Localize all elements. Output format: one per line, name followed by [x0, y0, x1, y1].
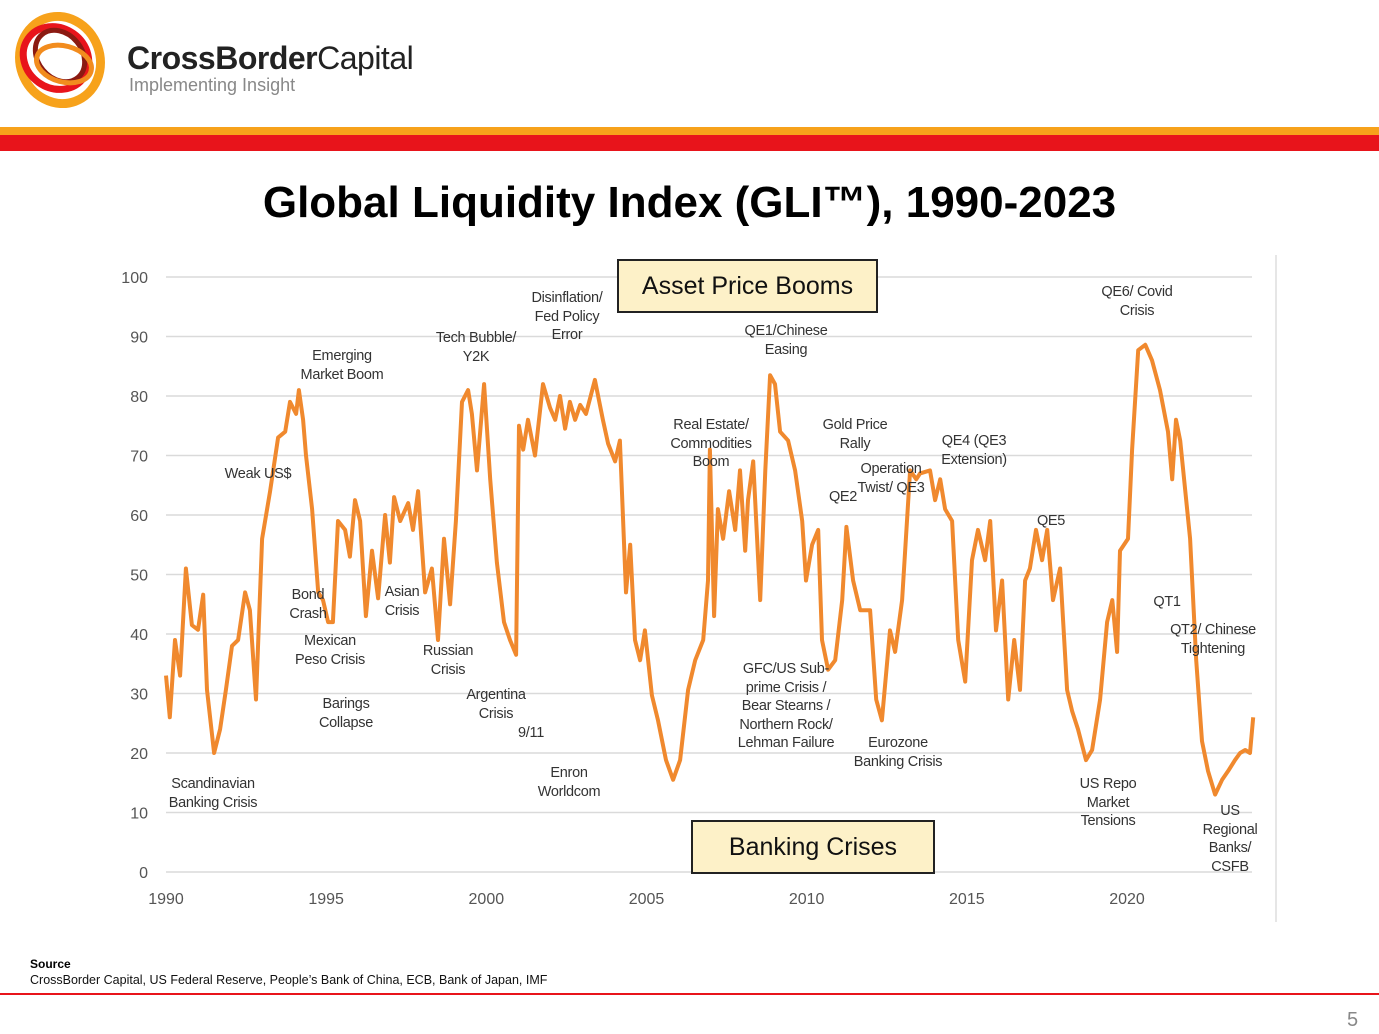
annotation-operation-twist: Operation Twist/ QE3 [857, 461, 925, 496]
y-tick-label: 90 [130, 330, 148, 347]
header-band-orange [0, 127, 1379, 135]
source-heading: Source [30, 957, 71, 971]
annotation-qt1: QT1 [1153, 594, 1181, 610]
annotation-tech-bubble: Tech Bubble/ Y2K [435, 330, 517, 365]
annotation-weak-usd: Weak US$ [224, 466, 292, 482]
y-tick-label: 60 [130, 508, 148, 525]
annotation-us-regional-banks: US Regional Banks/ CSFB [1202, 803, 1258, 875]
annotation-qe5: QE5 [1036, 513, 1066, 529]
annotation-disinflation: Disinflation/ Fed Policy Error [531, 290, 603, 343]
annotation-bond-crash: Bond Crash [289, 587, 327, 622]
x-tick-label: 1990 [148, 891, 184, 908]
banking-crises-box: Banking Crises [691, 820, 935, 874]
annotation-asian-crisis: Asian Crisis [384, 584, 420, 619]
brand-regular: Capital [317, 40, 414, 76]
x-tick-label: 2005 [629, 891, 665, 908]
annotation-enron: Enron Worldcom [537, 765, 601, 800]
annotation-qt2: QT2/ Chinese Tightening [1170, 622, 1256, 657]
x-tick-label: 2015 [949, 891, 985, 908]
y-tick-label: 40 [130, 627, 148, 644]
brand-bold: CrossBorder [127, 40, 318, 76]
asset-price-booms-box: Asset Price Booms [617, 259, 878, 313]
x-tick-label: 2020 [1109, 891, 1145, 908]
y-tick-label: 80 [130, 389, 148, 406]
header-band-red [0, 135, 1379, 151]
brand-tagline: Implementing Insight [129, 75, 296, 95]
annotation-argentina: Argentina Crisis [466, 687, 526, 722]
annotation-russian-crisis: Russian Crisis [422, 643, 474, 678]
x-tick-label: 2010 [789, 891, 825, 908]
y-tick-label: 100 [121, 270, 148, 287]
annotation-eurozone: Eurozone Banking Crisis [853, 735, 943, 770]
y-tick-label: 50 [130, 568, 148, 585]
source-text: CrossBorder Capital, US Federal Reserve,… [30, 973, 548, 987]
annotation-real-estate: Real Estate/ Commodities Boom [670, 417, 752, 470]
annotation-gold-rally: Gold Price Rally [822, 417, 888, 452]
annotation-qe1: QE1/Chinese Easing [744, 323, 828, 358]
y-tick-label: 10 [130, 806, 148, 823]
y-tick-label: 0 [139, 865, 148, 882]
annotation-us-repo: US Repo Market Tensions [1079, 776, 1137, 829]
y-tick-label: 70 [130, 449, 148, 466]
y-tick-label: 30 [130, 687, 148, 704]
annotation-gfc: GFC/US Sub- prime Crisis / Bear Stearns … [737, 661, 835, 751]
annotation-911: 9/11 [518, 725, 544, 741]
annotation-barings: Barings Collapse [318, 696, 374, 731]
y-tick-label: 20 [130, 746, 148, 763]
annotation-mexican-peso: Mexican Peso Crisis [294, 633, 366, 668]
x-tick-label: 2000 [469, 891, 505, 908]
annotation-qe4: QE4 (QE3 Extension) [941, 433, 1007, 468]
page-number: 5 [1347, 1009, 1359, 1031]
crossborder-logo [15, 11, 105, 109]
annotation-emerging-market-boom: Emerging Market Boom [300, 348, 384, 383]
gli-series-line [164, 342, 1256, 797]
annotation-qe2: QE2 [828, 489, 858, 505]
annotation-scandinavian-crisis: Scandinavian Banking Crisis [168, 776, 258, 811]
x-tick-label: 1995 [308, 891, 344, 908]
chart-title: Global Liquidity Index (GLI™), 1990-2023 [262, 178, 1117, 227]
annotation-qe6-covid: QE6/ Covid Crisis [1101, 284, 1173, 319]
footer-divider [0, 993, 1379, 995]
brand-name: CrossBorderCapital [127, 40, 414, 77]
